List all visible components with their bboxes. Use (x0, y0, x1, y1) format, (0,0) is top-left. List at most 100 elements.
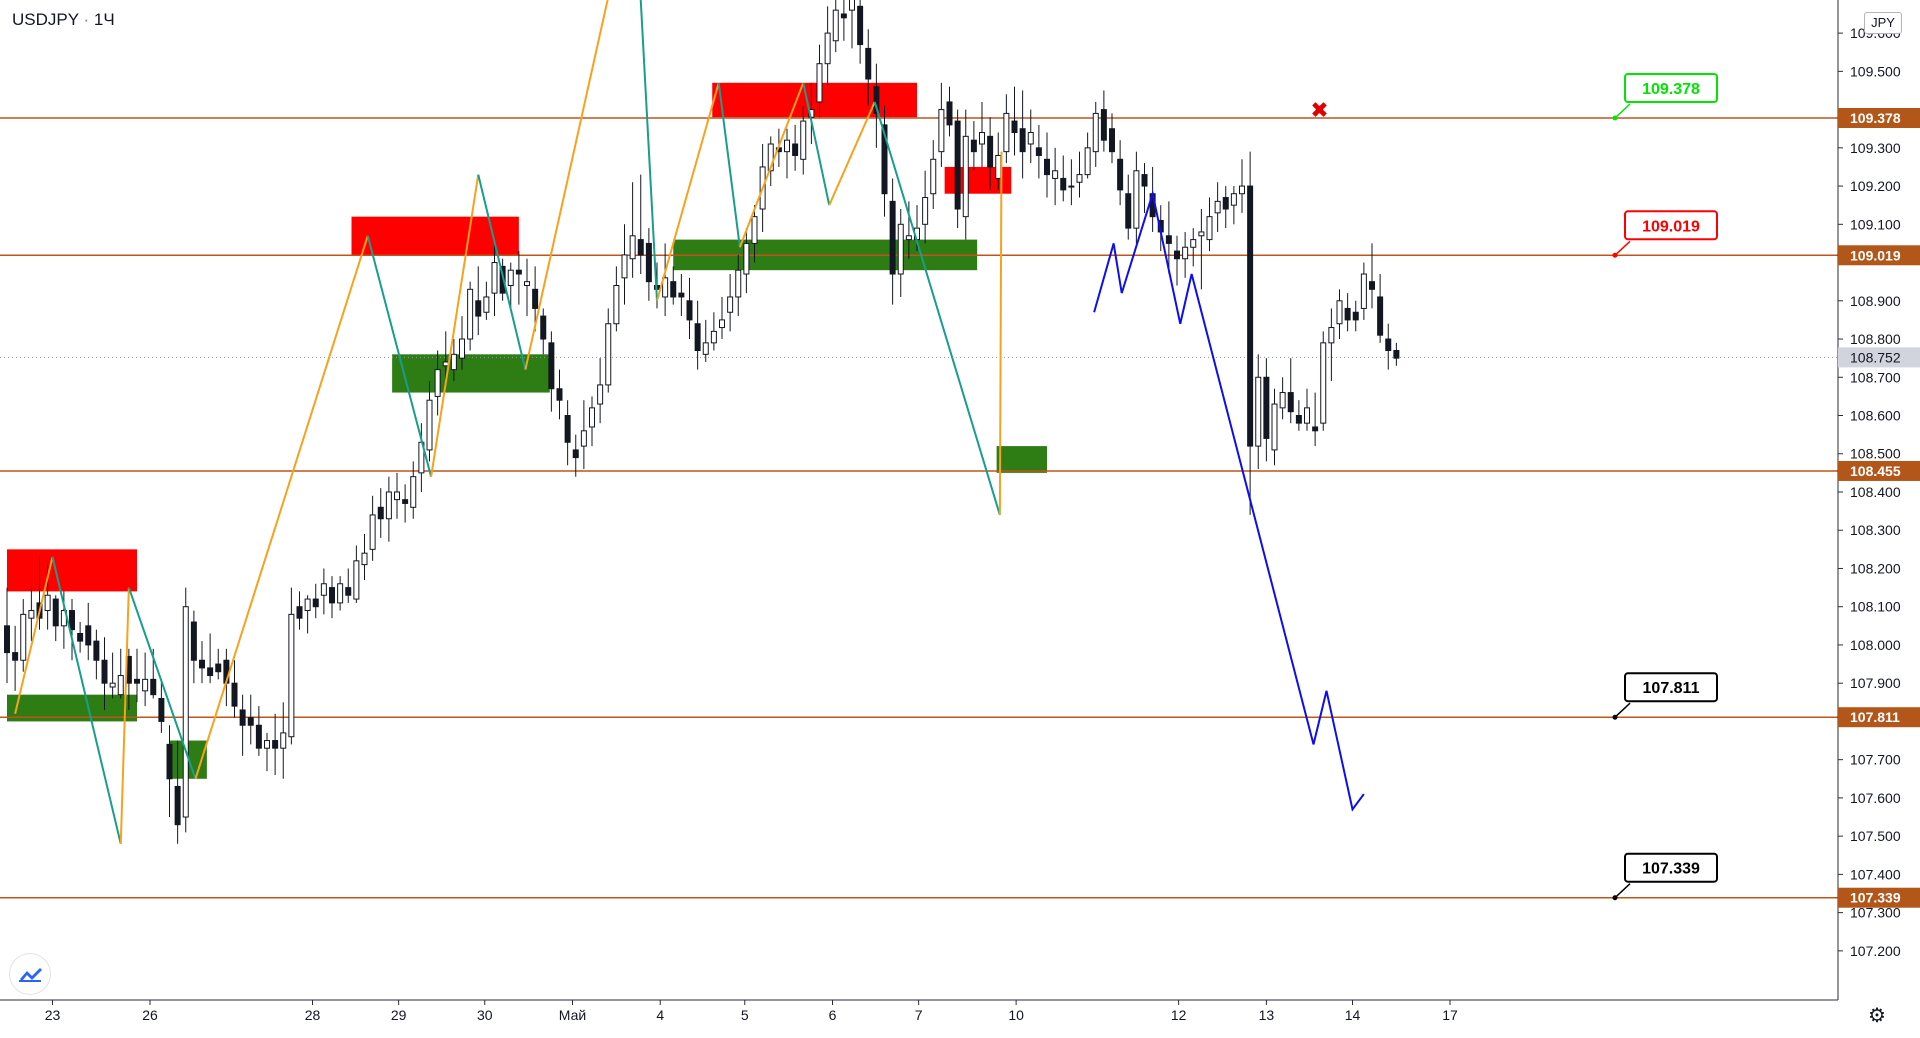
candle-body (239, 709, 246, 726)
candle-body (1052, 170, 1059, 179)
candle-body (1117, 158, 1124, 191)
tradingview-logo-icon[interactable] (10, 954, 50, 994)
candle-body (377, 506, 384, 520)
candle-body (1165, 235, 1172, 244)
candle-body (1320, 342, 1327, 424)
candle-body (1230, 193, 1237, 206)
candle-body (702, 342, 709, 355)
candle-body (946, 101, 953, 126)
candle-body (800, 120, 807, 160)
candle-body (499, 265, 506, 294)
price-axis[interactable]: 109.600109.500109.300109.200109.100108.9… (1837, 0, 1920, 1038)
candle-body (1100, 109, 1107, 141)
swing-leg (524, 0, 609, 370)
symbol-interval: 1Ч (93, 10, 115, 29)
candle-body (840, 13, 847, 19)
candles-layer (4, 0, 1400, 844)
swing-leg (873, 101, 1001, 516)
candle-body (1011, 120, 1018, 134)
candle-body (1377, 296, 1384, 336)
candle-body (751, 216, 758, 244)
candle-body (597, 384, 604, 405)
time-tick-label: 26 (142, 1007, 158, 1023)
candle-body (645, 242, 652, 283)
time-axis[interactable]: 23 26 28 29 30 Май 4 5 6 7 10 12 13 14 17 (0, 999, 1838, 1038)
price-tick-label: 107.600 (1850, 790, 1901, 806)
candle-body (1076, 174, 1083, 183)
swing-leg (477, 174, 527, 370)
candle-body (1003, 112, 1010, 153)
level-price-tag (1838, 707, 1920, 728)
candle-body (174, 785, 181, 826)
candle-body (767, 143, 774, 172)
swings-layer (14, 0, 1003, 845)
candle-body (743, 242, 750, 275)
stop-marker-icon: ✖ (1310, 99, 1328, 124)
callout-pointer (1614, 103, 1631, 119)
candle-body (312, 598, 319, 608)
candle-body (1019, 128, 1026, 153)
price-axis-bg (1838, 0, 1920, 1038)
candle-body (93, 640, 100, 661)
candle-body (1255, 376, 1262, 447)
candle-body (77, 632, 84, 642)
candle-body (1352, 311, 1359, 321)
price-tick-label: 107.300 (1850, 905, 1901, 921)
candle-body (507, 269, 514, 286)
candle-body (686, 300, 693, 321)
candle-body (532, 288, 539, 309)
candle-body (719, 319, 725, 329)
level-price-tag (1838, 108, 1920, 128)
swing-leg (14, 556, 54, 715)
candle-body (873, 86, 880, 114)
callout-pointer (1614, 702, 1631, 718)
candle-body (816, 63, 823, 103)
candle-body (426, 399, 433, 451)
support-zone (392, 354, 550, 393)
symbol-title[interactable]: USDJPY · 1Ч (12, 10, 115, 30)
price-tick-label: 108.000 (1850, 637, 1901, 653)
time-tick-label: 7 (915, 1007, 923, 1023)
price-tick-label: 109.100 (1850, 216, 1901, 232)
candle-body (329, 587, 335, 604)
candle-body (621, 254, 628, 279)
candle-body (1214, 200, 1221, 214)
level-price-label: 107.339 (1850, 890, 1901, 906)
candle-body (215, 663, 222, 673)
time-tick-label: 30 (477, 1007, 493, 1023)
price-tick-label: 107.700 (1850, 752, 1901, 768)
price-tick-label: 108.900 (1850, 293, 1901, 309)
candle-body (1304, 407, 1310, 424)
candle-body (1084, 147, 1091, 176)
candle-body (881, 124, 888, 195)
candle-body (459, 338, 465, 359)
callout-pointer (1614, 240, 1631, 256)
candle-body (1336, 300, 1343, 325)
candle-body (44, 594, 51, 612)
swing-leg (51, 556, 122, 845)
candle-body (784, 139, 790, 153)
support-zone (996, 446, 1047, 473)
level-price-label: 109.378 (1850, 110, 1901, 126)
candle-body (889, 200, 896, 275)
candle-body (515, 269, 522, 275)
price-tick-label: 107.500 (1850, 828, 1901, 844)
swing-leg (828, 101, 876, 206)
currency-badge[interactable]: JPY (1864, 12, 1902, 34)
candle-body (483, 296, 490, 313)
price-tick-label: 107.200 (1850, 943, 1901, 959)
candle-body (28, 610, 35, 619)
candle-body (142, 678, 149, 692)
candle-body (1141, 174, 1148, 187)
gear-icon[interactable]: ⚙ (1868, 1005, 1886, 1027)
price-tick-label: 108.700 (1850, 369, 1901, 385)
candle-body (897, 223, 904, 275)
candle-body (962, 135, 969, 218)
price-tick-label: 108.400 (1850, 484, 1901, 500)
candle-body (589, 407, 595, 428)
candle-body (1239, 185, 1245, 195)
price-tick-label: 109.500 (1850, 63, 1901, 79)
symbol-separator: · (83, 10, 90, 29)
price-tick-label: 108.600 (1850, 408, 1901, 424)
